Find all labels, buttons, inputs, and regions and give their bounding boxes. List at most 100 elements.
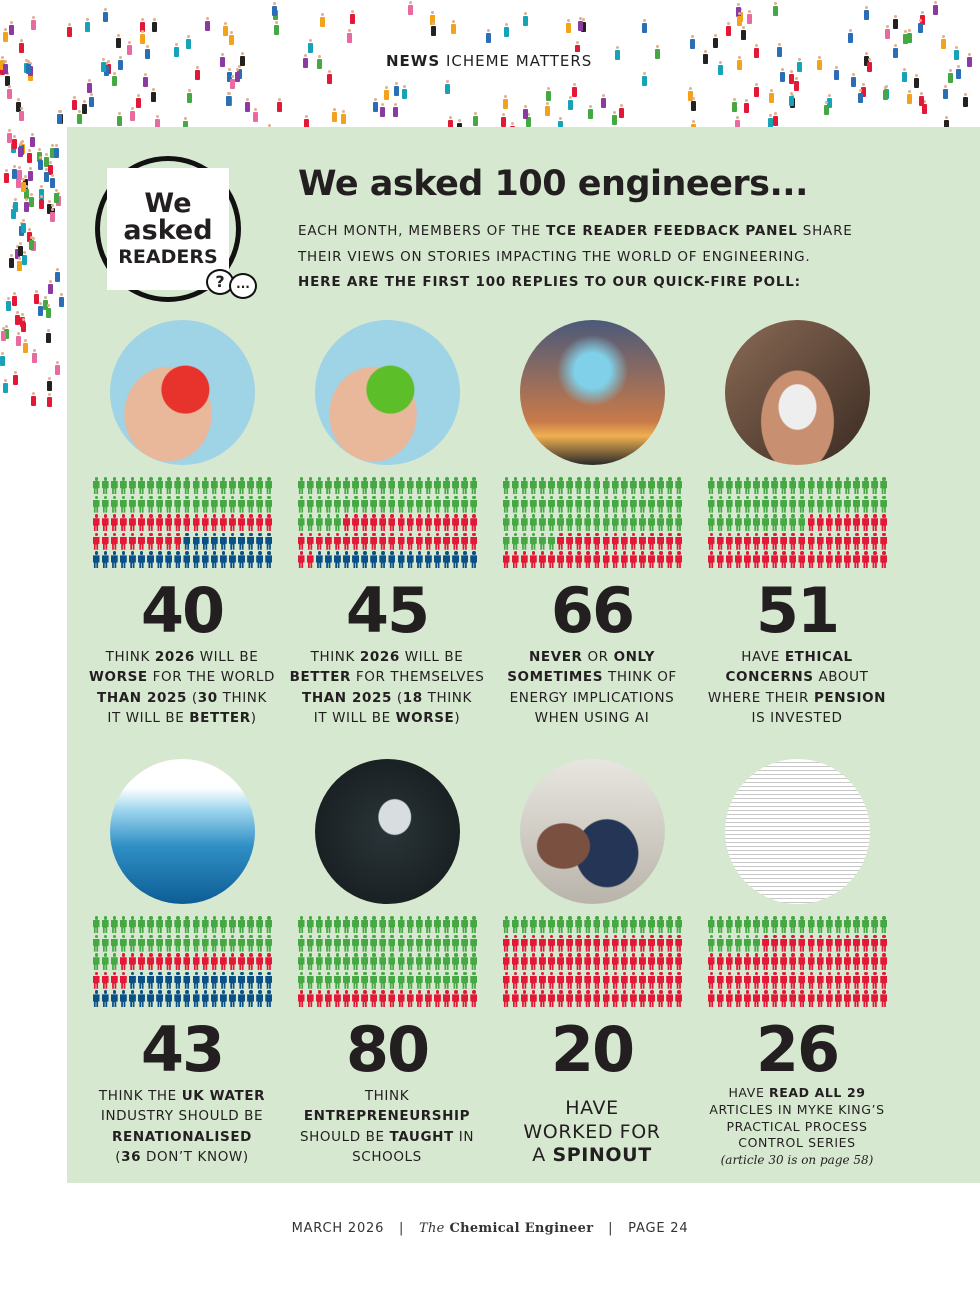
person-icon [210, 514, 218, 531]
crowd-person-icon [173, 43, 179, 58]
person-icon [611, 477, 619, 494]
person-icon [265, 953, 273, 970]
person-icon [880, 551, 888, 568]
person-icon [379, 916, 387, 933]
crowd-person-icon [690, 34, 696, 49]
person-icon [128, 953, 136, 970]
person-icon [324, 934, 332, 952]
crowd-person-icon [817, 56, 823, 71]
person-icon [611, 495, 619, 513]
person-icon [128, 514, 136, 531]
person-icon [725, 532, 733, 550]
person-icon [620, 477, 628, 494]
person-icon [575, 971, 583, 989]
crowd-person-icon [448, 116, 454, 131]
person-icon [584, 934, 592, 952]
crowd-person-icon [932, 0, 938, 15]
poll-photo-pid-monitoring-magazine [725, 759, 870, 904]
crowd-person-icon [767, 114, 773, 129]
caption-bold: BETTER [189, 710, 251, 727]
crowd-person-icon [864, 5, 870, 20]
person-icon [602, 477, 610, 494]
crowd-person-icon [272, 2, 278, 17]
person-icon [725, 971, 733, 989]
separator: | [398, 1221, 405, 1236]
person-icon [780, 495, 788, 513]
person-icon [256, 953, 264, 970]
crowd-person-icon [46, 304, 52, 319]
person-icon [538, 477, 546, 494]
crowd-person-icon [744, 99, 750, 114]
person-icon [101, 551, 109, 568]
person-icon [174, 990, 182, 1007]
person-icon [520, 495, 528, 513]
caption-line: THINK 2026 WILL BE [287, 647, 487, 667]
person-icon [807, 495, 815, 513]
person-icon [538, 990, 546, 1007]
magazine-the: The [418, 1221, 445, 1236]
person-icon [638, 477, 646, 494]
person-icon [406, 514, 414, 531]
person-icon [752, 971, 760, 989]
person-icon [147, 495, 155, 513]
person-icon [502, 477, 510, 494]
person-icon [119, 990, 127, 1007]
person-icon [789, 953, 797, 970]
crowd-person-icon [19, 106, 25, 121]
person-icon [657, 551, 665, 568]
crowd-person-icon [54, 268, 60, 283]
poll-caption: HAVE READ ALL 29 ARTICLES IN MYKE KING’S P… [697, 1085, 897, 1169]
person-icon [675, 551, 683, 568]
pictogram-grid [92, 916, 274, 1010]
crowd-person-icon [393, 82, 399, 97]
person-icon [520, 477, 528, 494]
person-icon [297, 916, 305, 933]
person-icon [629, 495, 637, 513]
crowd-illustration [0, 0, 980, 407]
crowd-person-icon [112, 72, 118, 87]
person-icon [315, 532, 323, 550]
crowd-person-icon [834, 65, 840, 80]
person-icon [675, 514, 683, 531]
person-icon [424, 916, 432, 933]
person-icon [862, 551, 870, 568]
crowd-person-icon [239, 52, 245, 67]
person-icon [101, 477, 109, 494]
person-icon [725, 477, 733, 494]
crowd-person-icon [545, 87, 551, 102]
person-icon [128, 916, 136, 933]
person-icon [315, 971, 323, 989]
caption-text: IT WILL BE [313, 710, 396, 727]
person-icon [174, 532, 182, 550]
crowd-person-icon [702, 49, 708, 64]
person-icon [762, 953, 770, 970]
crowd-person-icon [0, 56, 6, 71]
person-icon [333, 990, 341, 1007]
caption-bold: WORSE [89, 669, 148, 686]
person-icon [397, 953, 405, 970]
person-icon [648, 514, 656, 531]
person-icon [871, 916, 879, 933]
person-icon [871, 934, 879, 952]
person-icon [470, 916, 478, 933]
person-icon [238, 934, 246, 952]
person-icon [520, 990, 528, 1007]
crowd-person-icon [18, 38, 24, 53]
person-icon [743, 934, 751, 952]
person-icon [593, 953, 601, 970]
person-icon [324, 990, 332, 1007]
person-icon [762, 990, 770, 1007]
crowd-person-icon [47, 392, 53, 407]
person-icon [584, 916, 592, 933]
person-icon [370, 971, 378, 989]
person-icon [807, 477, 815, 494]
person-icon [675, 477, 683, 494]
person-icon [511, 477, 519, 494]
person-icon [529, 934, 537, 952]
person-icon [238, 477, 246, 494]
person-icon [297, 990, 305, 1007]
person-icon [324, 551, 332, 568]
person-icon [315, 477, 323, 494]
caption-line: CONTROL SERIES [697, 1135, 897, 1152]
person-icon [807, 953, 815, 970]
